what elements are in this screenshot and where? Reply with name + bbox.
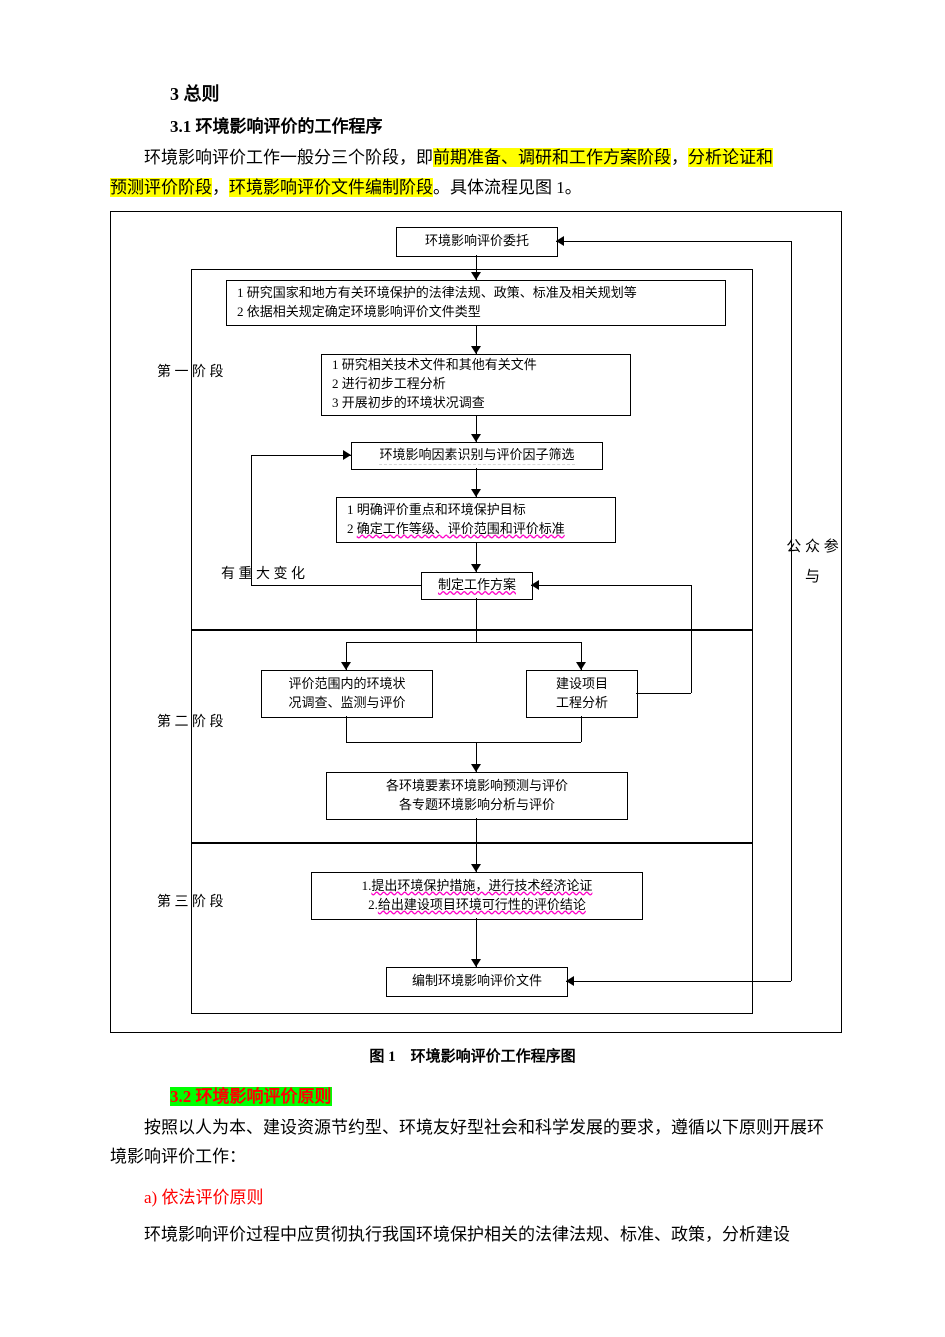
fb-v xyxy=(251,455,252,585)
sub32-title: 环境影响评价原则 xyxy=(196,1087,332,1106)
box-b1: 环境影响评价委托 xyxy=(396,227,558,257)
box-b11: 编制环境影响评价文件 xyxy=(386,967,568,997)
intro-hl1: 前期准备、调研和工作方案阶段 xyxy=(433,148,671,167)
intro-h: 。具体流程见图 1。 xyxy=(433,178,582,197)
flowchart: 第 一 阶 段 第 二 阶 段 第 三 阶 段 有 重 大 变 化 公 众 参 … xyxy=(110,211,842,1033)
intro-hl2: 分析论证和 xyxy=(688,148,773,167)
change-label: 有 重 大 变 化 xyxy=(221,564,305,586)
intro-hl2b: 预测评价阶段 xyxy=(110,178,212,197)
b9-text: 各环境要素环境影响预测与评价 各专题环境影响分析与评价 xyxy=(386,777,568,815)
b10-br: 2. xyxy=(368,897,378,912)
b4-text: 环境影响因素识别与评价因子筛选 xyxy=(379,446,574,466)
stage1-text: 第 一 阶 段 xyxy=(157,365,224,380)
document-page: 3 总则 3.1 环境影响评价的工作程序 环境影响评价工作一般分三个阶段，即前期… xyxy=(0,0,945,1337)
section-num: 3 xyxy=(170,84,179,104)
split-h xyxy=(346,642,581,643)
arrowhead-9 xyxy=(471,864,481,872)
fb2-v xyxy=(691,585,692,693)
box-b7: 评价范围内的环境状 况调查、监测与评价 xyxy=(261,670,433,718)
stage2-label: 第 二 阶 段 xyxy=(157,712,224,734)
box-b10: 1.提出环境保护措施，进行技术经济论证 2.给出建设项目环境可行性的评价结论 xyxy=(311,872,643,920)
stage3-text: 第 三 阶 段 xyxy=(157,895,224,910)
intro-paragraph: 环境影响评价工作一般分三个阶段，即前期准备、调研和工作方案阶段，分析论证和预测评… xyxy=(110,143,835,203)
public-top-arrow xyxy=(556,236,564,246)
b5-l2a: 2 xyxy=(347,521,357,536)
arrowhead-3 xyxy=(471,434,481,442)
fb2-h2 xyxy=(531,585,691,586)
b6-text: 制定工作方案 xyxy=(438,576,516,595)
section-heading: 3 总则 xyxy=(170,80,835,106)
arrowhead-1 xyxy=(471,272,481,280)
conn-6 xyxy=(476,598,477,642)
fb-arrow xyxy=(343,450,351,460)
arrowhead-4 xyxy=(471,489,481,497)
b8-text: 建设项目 工程分析 xyxy=(556,675,608,713)
section-title: 总则 xyxy=(184,84,220,104)
b2-text: 1 研究国家和地方有关环境保护的法律法规、政策、标准及相关规划等 2 依据相关规… xyxy=(237,284,637,322)
intro-c: ， xyxy=(671,148,688,167)
stage3-label: 第 三 阶 段 xyxy=(157,892,224,914)
box-b6: 制定工作方案 xyxy=(421,572,533,600)
fb-h2 xyxy=(251,455,351,456)
sub32-num: 3.2 xyxy=(170,1087,191,1106)
intro-a: 环境影响评价工作一般分三个阶段，即 xyxy=(144,148,433,167)
fb2-h1 xyxy=(636,693,691,694)
box-b9: 各环境要素环境影响预测与评价 各专题环境影响分析与评价 xyxy=(326,772,628,820)
sub31-num: 3.1 xyxy=(170,117,191,136)
box-b3: 1 研究相关技术文件和其他有关文件 2 进行初步工程分析 3 开展初步的环境状况… xyxy=(321,354,631,416)
box-b4: 环境影响因素识别与评价因子筛选 xyxy=(351,442,603,470)
change-text: 有 重 大 变 化 xyxy=(221,567,305,582)
fb-h1 xyxy=(251,585,421,586)
split-r-arrow xyxy=(576,662,586,670)
subsection-3-2-heading: 3.2 环境影响评价原则 xyxy=(170,1082,835,1107)
b1-text: 环境影响评价委托 xyxy=(425,232,529,251)
fb2-arrow xyxy=(531,580,539,590)
merge-arrow xyxy=(471,764,481,772)
merge-h xyxy=(346,742,581,743)
b5-l2b: 确定工作等级、评价范围和评价标准 xyxy=(357,521,565,536)
stage1-label: 第 一 阶 段 xyxy=(157,362,224,384)
public-label: 公 众 参 与 xyxy=(784,532,841,592)
public-bot xyxy=(566,981,791,982)
b5-l1: 1 明确评价重点和环境保护目标 xyxy=(347,501,565,520)
p32: 按照以人为本、建设资源节约型、环境友好型社会和科学发展的要求，遵循以下原则开展环… xyxy=(110,1113,835,1173)
merge-r xyxy=(581,716,582,742)
public-spine xyxy=(791,241,792,981)
public-top xyxy=(556,241,791,242)
b11-text: 编制环境影响评价文件 xyxy=(412,972,542,991)
principle-a-body: 环境影响评价过程中应贯彻执行我国环境保护相关的法律法规、标准、政策，分析建设 xyxy=(110,1220,835,1250)
box-b2: 1 研究国家和地方有关环境保护的法律法规、政策、标准及相关规划等 2 依据相关规… xyxy=(226,280,726,326)
sub32-hl: 3.2 环境影响评价原则 xyxy=(170,1087,332,1106)
sub31-title: 环境影响评价的工作程序 xyxy=(196,117,383,136)
divider-2 xyxy=(191,842,751,843)
intro-f: ， xyxy=(212,178,229,197)
arrowhead-10 xyxy=(471,959,481,967)
divider-1 xyxy=(191,630,751,631)
arrowhead-5 xyxy=(471,564,481,572)
stage2-text: 第 二 阶 段 xyxy=(157,715,224,730)
public-text: 公 众 参 与 xyxy=(786,539,839,585)
merge-l xyxy=(346,716,347,742)
box-b5: 1 明确评价重点和环境保护目标 2 确定工作等级、评价范围和评价标准 xyxy=(336,497,616,543)
public-bot-arrow xyxy=(566,976,574,986)
intro-hl3: 环境影响评价文件编制阶段 xyxy=(229,178,433,197)
b7-text: 评价范围内的环境状 况调查、监测与评价 xyxy=(288,675,405,713)
subsection-3-1-heading: 3.1 环境影响评价的工作程序 xyxy=(170,112,835,137)
split-l-arrow xyxy=(341,662,351,670)
b10-l2: 给出建设项目环境可行性的评价结论 xyxy=(378,897,586,912)
principle-a-label: a) 依法评价原则 xyxy=(144,1182,835,1214)
b3-text: 1 研究相关技术文件和其他有关文件 2 进行初步工程分析 3 开展初步的环境状况… xyxy=(332,356,537,413)
figure-caption: 图 1 环境影响评价工作程序图 xyxy=(110,1045,835,1066)
arrowhead-2 xyxy=(471,346,481,354)
b10-pre: 1. xyxy=(362,878,372,893)
b10-l1: 提出环境保护措施，进行技术经济论证 xyxy=(371,878,592,893)
box-b8: 建设项目 工程分析 xyxy=(526,670,638,718)
